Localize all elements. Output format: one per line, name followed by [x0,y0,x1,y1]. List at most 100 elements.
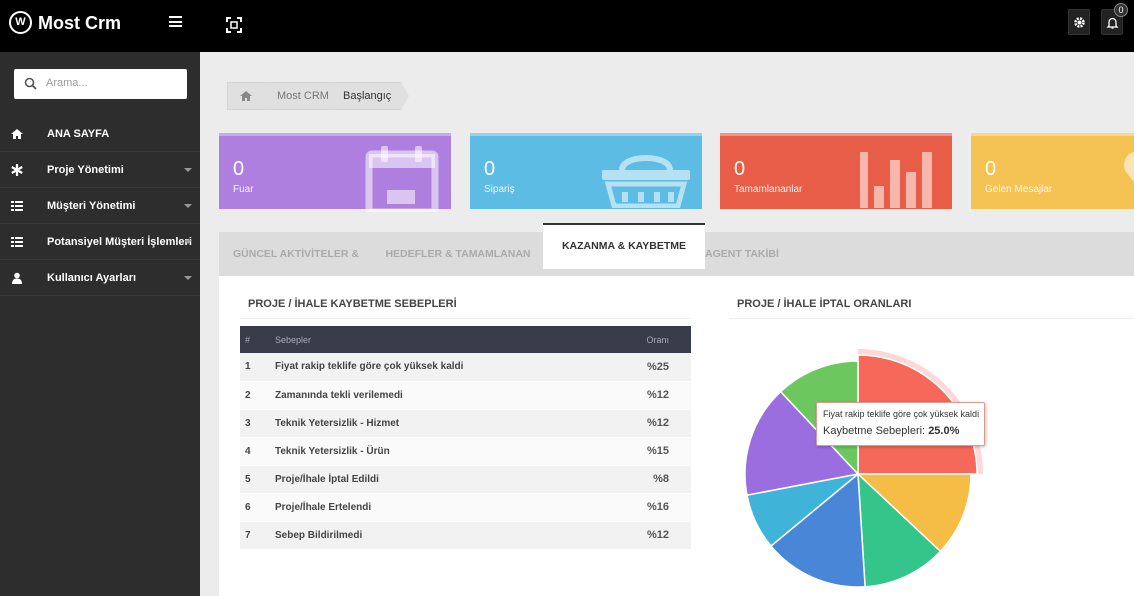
pie-slice[interactable] [769,472,866,588]
sidebar-item-musteri-yonetimi[interactable]: Müşteri Yönetimi [0,188,200,224]
list-icon [11,201,23,211]
tooltip-series-label: Kaybetme Sebepleri: [823,425,926,437]
chart-tooltip: Fiyat rakip teklife göre çok yüksek kald… [816,402,985,446]
sidebar-item-label: Proje Yönetimi [47,164,124,176]
sidebar-menu: ANA SAYFA Proje Yönetimi Müşteri Yönetim… [0,116,200,296]
tab-hedefler[interactable]: HEDEFLER & TAMAMLANAN RAPORU [385,248,531,304]
table-row: 5 Proje/İhale İptal Edildi %8 [240,465,691,494]
row-reason: Fiyat rakip teklife göre çok yüksek kald… [275,353,612,382]
table-header-row: # Sebepler Oranı [240,326,691,353]
top-bar: W Most Crm 0 [0,0,1134,52]
sidebar-item-kullanici-ayarlari[interactable]: Kullanıcı Ayarları [0,260,200,296]
search-input[interactable]: Arama... [14,69,187,99]
row-rate: %12 [611,521,691,550]
column-header: Sebepler [275,326,612,353]
sidebar-item-ana-sayfa[interactable]: ANA SAYFA [0,116,200,152]
left-panel-title: PROJE / İHALE KAYBETME SEBEPLERİ [248,298,457,310]
table-row: 2 Zamanında tekli verilemedi %12 [240,381,691,410]
row-reason: Teknik Yetersizlik - Ürün [275,437,612,466]
notifications-button[interactable]: 0 [1101,3,1128,35]
breadcrumb-label: Başlangıç [343,90,392,102]
cancellation-pie-chart [744,349,983,588]
brand-name[interactable]: Most Crm [38,13,122,33]
breadcrumb-item[interactable]: Most CRM [265,82,337,110]
loss-reasons-table: # Sebepler Oranı 1 Fiyat rakip teklife g… [240,326,691,550]
row-index: 5 [240,465,275,494]
column-header: Oranı [611,326,691,353]
tab-kazanma-kaybetme[interactable]: KAZANMA & KAYBETME ORANLARI [543,223,705,294]
stat-card-tamamlananlar[interactable]: 0 Tamamlananlar [720,133,952,209]
bell-icon [1106,17,1119,29]
asterisk-icon [11,164,23,176]
list-icon [11,237,23,247]
sidebar-item-label: ANA SAYFA [47,128,110,140]
row-reason: Zamanında tekli verilemedi [275,381,612,410]
breadcrumb: Most CRM Başlangıç [227,82,409,110]
stat-label: Fuar [233,184,254,195]
row-reason: Proje/İhale Ertelendi [275,493,612,522]
row-rate: %16 [611,493,691,522]
sidebar-item-label: Kullanıcı Ayarları [47,272,137,284]
divider [729,318,1134,319]
gear-icon [1074,17,1085,28]
table-row: 4 Teknik Yetersizlik - Ürün %15 [240,437,691,466]
row-rate: %12 [611,409,691,438]
pie-slice[interactable] [856,473,972,553]
stat-label: Tamamlananlar [734,184,803,195]
row-reason: Teknik Yetersizlik - Hizmet [275,409,612,438]
menu-toggle-icon[interactable] [169,16,182,27]
row-rate: %25 [611,353,691,382]
row-reason: Sebep Bildirilmedi [275,521,612,550]
brand-logo[interactable]: W [9,11,32,34]
breadcrumb-label: Most CRM [277,90,329,102]
stat-card-gelen-mesajlar[interactable]: 0 Gelen Mesajlar [971,133,1134,209]
row-rate: %12 [611,381,691,410]
sidebar-item-potansiyel-musteri[interactable]: Potansiyel Müşteri İşlemleri [0,224,200,260]
stat-card-fuar[interactable]: 0 Fuar [219,133,451,212]
tab-bar: GÜNCEL AKTİVİTELER & TAKVİM HEDEFLER & T… [219,223,1134,304]
table-row: 1 Fiyat rakip teklife göre çok yüksek ka… [240,353,691,382]
stat-value: 0 [734,158,746,180]
pie-slice[interactable] [857,472,942,588]
stat-card-siparis[interactable]: 0 Sipariş [470,133,702,209]
stat-label: Sipariş [484,184,515,195]
chevron-down-icon [184,204,192,208]
tooltip-value: 25.0% [928,425,960,437]
notification-badge: 0 [1114,3,1128,17]
stat-value: 0 [484,158,496,180]
fullscreen-icon[interactable] [226,17,242,33]
chevron-down-icon [184,276,192,280]
calendar-icon [365,146,439,212]
home-icon [240,91,252,101]
table-row: 3 Teknik Yetersizlik - Hizmet %12 [240,409,691,438]
row-rate: %15 [611,437,691,466]
row-rate: %8 [611,465,691,494]
row-index: 1 [240,353,275,382]
tooltip-title: Fiyat rakip teklife göre çok yüksek kald… [823,409,980,419]
table-row: 7 Sebep Bildirilmedi %12 [240,521,691,550]
chevron-down-icon [184,168,192,172]
right-panel-title: PROJE / İHALE İPTAL ORANLARI [737,298,912,310]
divider [240,318,691,319]
chevron-down-icon [184,240,192,244]
row-index: 3 [240,409,275,438]
settings-button[interactable] [1068,9,1090,35]
sidebar-item-label: Potansiyel Müşteri İşlemleri [47,236,192,248]
row-index: 6 [240,493,275,522]
stat-label: Gelen Mesajlar [985,184,1053,195]
breadcrumb-current: Başlangıç [329,82,409,110]
tab-guncel-aktiviteler[interactable]: GÜNCEL AKTİVİTELER & TAKVİM [232,248,359,304]
sidebar: Arama... ANA SAYFA Proje Yönetimi Müşter… [0,52,200,596]
stat-value: 0 [233,158,245,180]
pie-slice[interactable] [744,390,860,497]
row-index: 7 [240,521,275,550]
message-icon [1124,152,1134,182]
sidebar-item-proje-yonetimi[interactable]: Proje Yönetimi [0,152,200,188]
tab-agent-takibi[interactable]: AGENT TAKİBİ [705,248,779,260]
tooltip-value-line: Kaybetme Sebepleri: 25.0% [823,425,959,437]
breadcrumb-home[interactable] [227,82,273,110]
row-index: 4 [240,437,275,466]
basket-icon [602,155,690,208]
bar-chart-icon [860,152,932,208]
user-icon [12,272,22,284]
